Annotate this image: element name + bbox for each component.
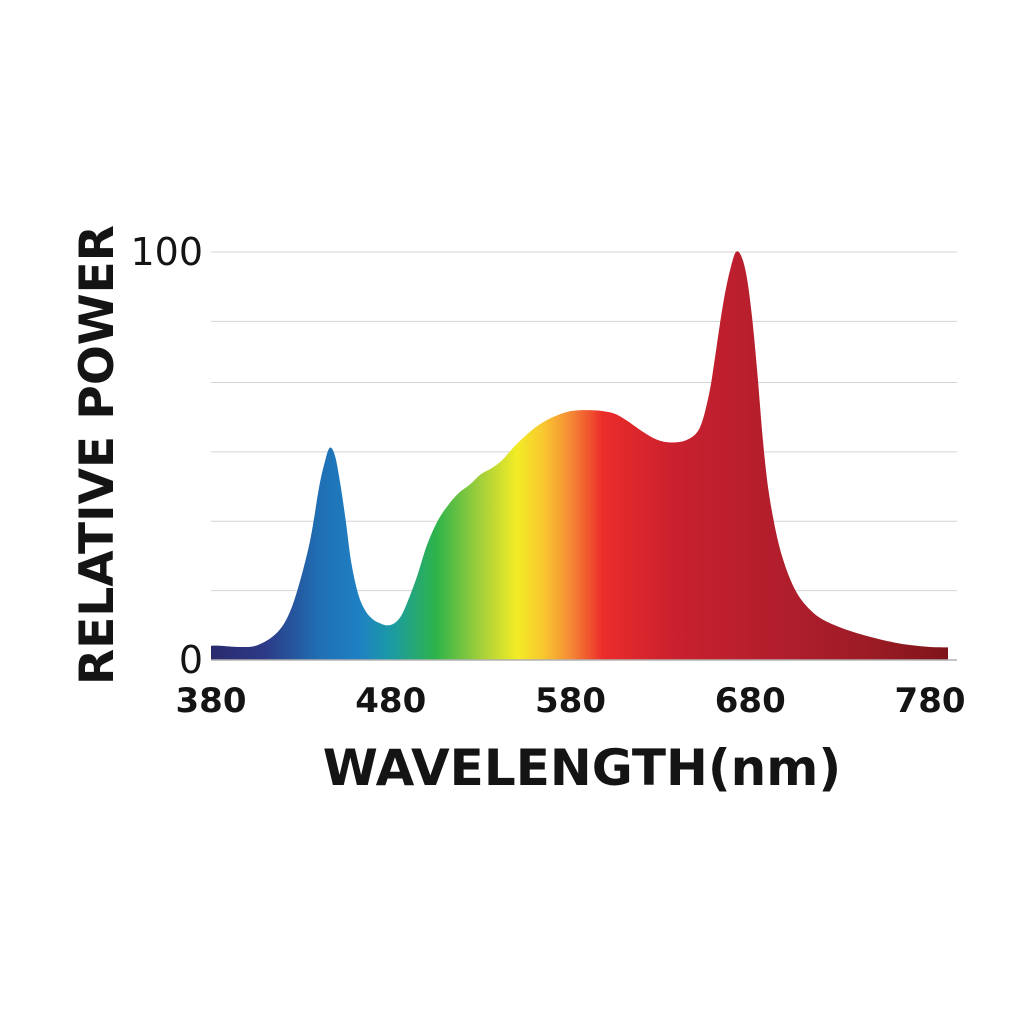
x-tick-label: 780 xyxy=(895,681,966,721)
y-tick-label: 100 xyxy=(130,230,203,274)
x-tick-label: 580 xyxy=(535,681,606,721)
y-tick-labels: 0 100 xyxy=(130,230,203,682)
x-tick-labels: 380 480 580 680 780 xyxy=(176,681,966,721)
y-tick-label: 0 xyxy=(179,638,203,682)
y-axis-title: RELATIVE POWER xyxy=(70,225,125,685)
x-tick-label: 480 xyxy=(355,681,426,721)
x-axis-title: WAVELENGTH(nm) xyxy=(323,739,841,797)
x-tick-label: 680 xyxy=(715,681,786,721)
x-tick-label: 380 xyxy=(176,681,247,721)
spectrum-area xyxy=(211,251,948,660)
